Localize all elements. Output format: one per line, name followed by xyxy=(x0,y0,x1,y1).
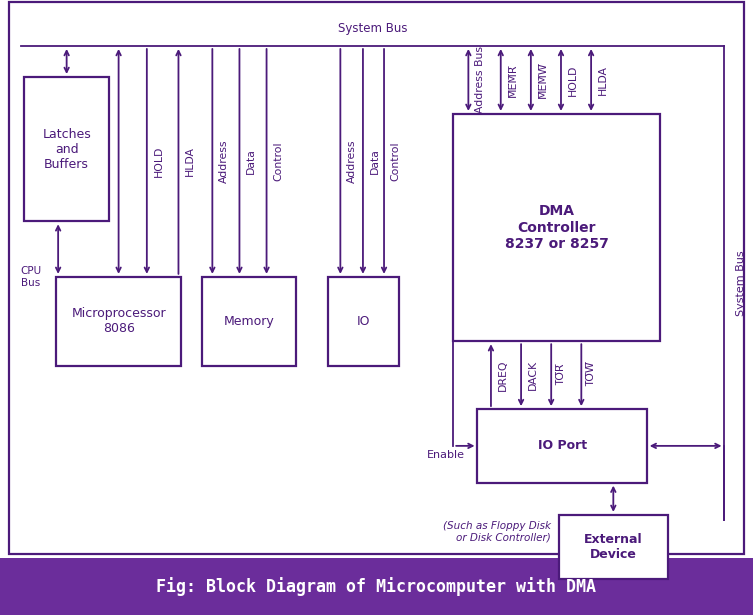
Text: Fig: Block Diagram of Microcomputer with DMA: Fig: Block Diagram of Microcomputer with… xyxy=(157,577,596,596)
Text: DACK: DACK xyxy=(528,360,538,390)
Text: M̅E̅M̅W̅: M̅E̅M̅W̅ xyxy=(538,62,547,98)
Text: Address: Address xyxy=(347,140,357,183)
Text: HLDA: HLDA xyxy=(185,146,195,177)
Text: IO: IO xyxy=(357,315,370,328)
Bar xyxy=(0,558,753,615)
Text: HOLD: HOLD xyxy=(568,64,578,96)
Text: HLDA: HLDA xyxy=(598,65,608,95)
Text: CPU
Bus: CPU Bus xyxy=(20,266,41,288)
Text: Address Bus: Address Bus xyxy=(475,47,485,113)
Text: Control: Control xyxy=(273,141,283,181)
Text: Control: Control xyxy=(391,141,401,181)
Bar xyxy=(202,277,296,366)
Bar xyxy=(56,277,181,366)
Bar xyxy=(477,409,647,483)
Bar xyxy=(9,2,744,554)
Bar xyxy=(453,114,660,341)
Text: Microprocessor
8086: Microprocessor 8086 xyxy=(72,308,166,335)
Text: IO Port: IO Port xyxy=(538,439,587,453)
Text: (Such as Floppy Disk
or Disk Controller): (Such as Floppy Disk or Disk Controller) xyxy=(444,521,551,542)
Bar xyxy=(24,77,109,221)
Text: Memory: Memory xyxy=(224,315,274,328)
Bar xyxy=(559,515,668,579)
Text: System Bus: System Bus xyxy=(338,22,407,35)
Bar xyxy=(328,277,399,366)
Text: M̅E̅M̅R̅: M̅E̅M̅R̅ xyxy=(508,63,517,97)
Text: DREQ: DREQ xyxy=(498,359,508,391)
Text: Address: Address xyxy=(219,140,229,183)
Text: Data: Data xyxy=(246,148,256,175)
Text: Data: Data xyxy=(370,148,380,175)
Text: External
Device: External Device xyxy=(584,533,642,561)
Text: System Bus: System Bus xyxy=(736,250,746,315)
Text: Enable: Enable xyxy=(428,450,465,460)
Text: Latches
and
Buffers: Latches and Buffers xyxy=(42,128,91,170)
Text: DMA
Controller
8237 or 8257: DMA Controller 8237 or 8257 xyxy=(505,204,608,251)
Text: I̅O̅R̅: I̅O̅R̅ xyxy=(558,365,568,385)
Text: HOLD: HOLD xyxy=(154,146,163,177)
Text: I̅O̅W̅: I̅O̅W̅ xyxy=(588,364,598,386)
